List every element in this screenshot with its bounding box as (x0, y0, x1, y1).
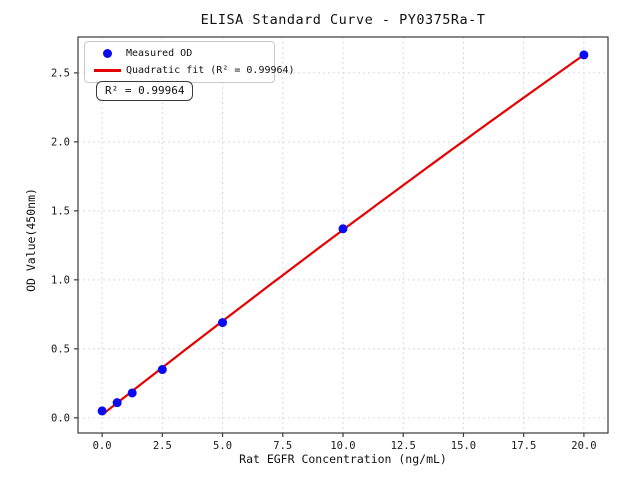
data-point (157, 365, 167, 375)
line-marker-icon (93, 69, 121, 72)
legend-marker-area (92, 69, 122, 72)
y-tick-label: 0.0 (51, 412, 70, 424)
chart-title: ELISA Standard Curve - PY0375Ra-T (200, 12, 486, 28)
scatter-marker-icon (102, 49, 112, 58)
x-tick-label: 12.5 (391, 440, 416, 452)
x-tick-label: 5.0 (213, 440, 232, 452)
data-point (579, 50, 589, 60)
data-point (338, 224, 348, 234)
data-point (112, 398, 122, 408)
y-tick-label: 1.5 (51, 205, 70, 217)
legend-item-quadratic-fit: Quadratic fit (R² = 0.99964) (92, 64, 295, 77)
legend-item-measured-od: Measured OD (92, 47, 268, 60)
legend-label-measured-od: Measured OD (126, 48, 193, 59)
legend-label-quadratic-fit: Quadratic fit (R² = 0.99964) (126, 65, 295, 76)
x-tick-label: 20.0 (571, 440, 596, 452)
x-tick-label: 7.5 (273, 440, 292, 452)
x-tick-label: 17.5 (511, 440, 536, 452)
x-tick-label: 15.0 (451, 440, 476, 452)
x-tick-label: 2.5 (153, 440, 172, 452)
legend-marker-area (92, 49, 122, 58)
y-tick-label: 0.5 (51, 343, 70, 355)
y-tick-label: 2.0 (51, 136, 70, 148)
legend: Measured OD Quadratic fit (R² = 0.99964) (84, 41, 295, 83)
data-point (97, 406, 107, 416)
data-point (127, 388, 137, 398)
x-axis-label: Rat EGFR Concentration (ng/mL) (239, 452, 447, 466)
x-tick-label: 0.0 (93, 440, 112, 452)
x-tick-label: 10.0 (330, 440, 355, 452)
data-point (218, 318, 228, 328)
y-tick-label: 1.0 (51, 274, 70, 286)
y-tick-label: 2.5 (51, 67, 70, 79)
y-axis-label: OD Value(450nm) (24, 188, 38, 292)
r-squared-annotation: R² = 0.99964 (96, 81, 194, 101)
